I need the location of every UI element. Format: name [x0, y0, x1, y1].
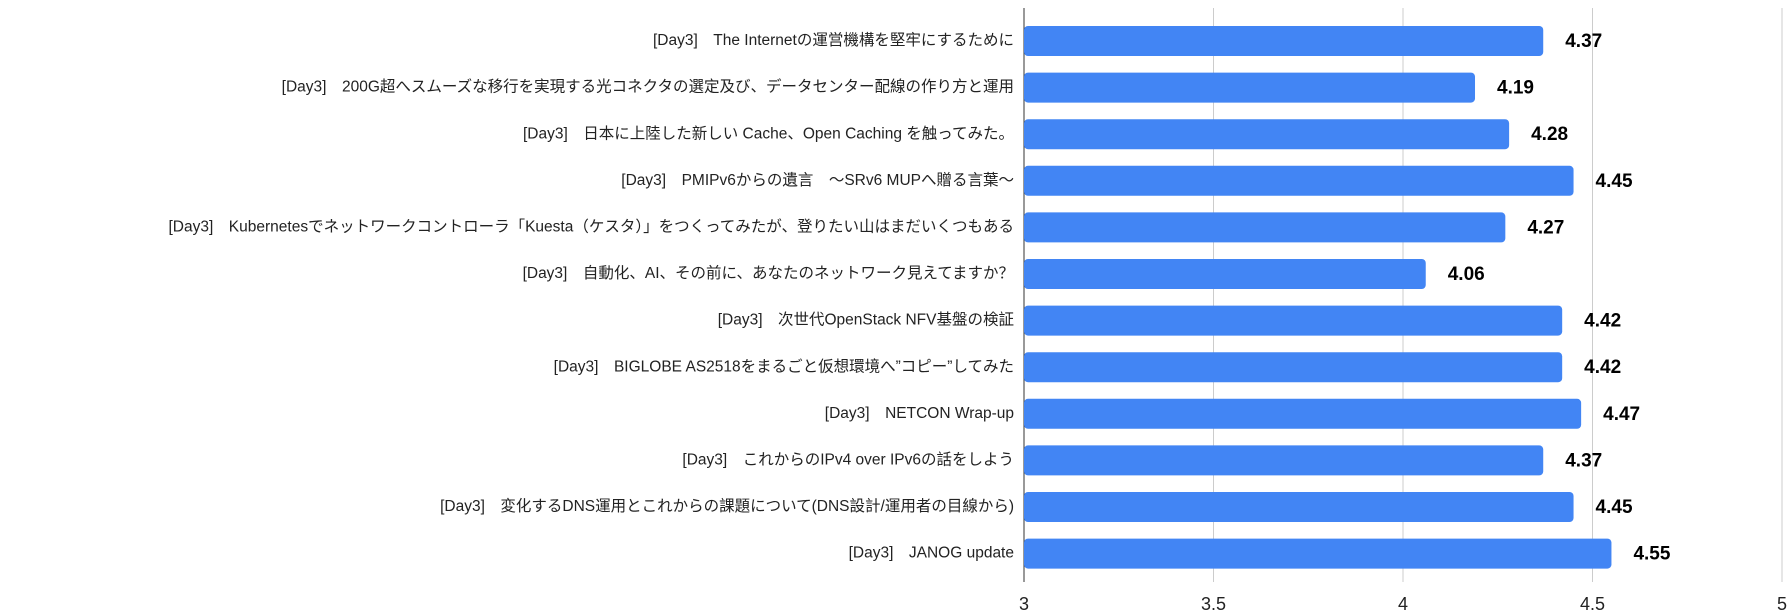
value-label: 4.42	[1584, 311, 1621, 332]
x-tick-label: 3	[1019, 594, 1029, 614]
value-label: 4.28	[1531, 124, 1568, 145]
value-label: 4.45	[1596, 171, 1633, 192]
category-label: [Day3] 日本に上陸した新しい Cache、Open Caching を触っ…	[523, 124, 1014, 142]
bar	[1024, 492, 1574, 522]
bar	[1024, 305, 1563, 336]
value-label: 4.47	[1603, 404, 1640, 425]
bar	[1024, 352, 1563, 383]
value-label: 4.55	[1633, 544, 1670, 565]
bar	[1024, 212, 1506, 243]
bar	[1024, 72, 1476, 103]
x-tick-label: 3.5	[1201, 594, 1226, 614]
bar	[1024, 445, 1544, 476]
value-label: 4.37	[1565, 450, 1602, 471]
bar	[1024, 26, 1544, 56]
value-label: 4.19	[1497, 78, 1534, 99]
value-label: 4.27	[1527, 217, 1564, 238]
category-label: [Day3] NETCON Wrap-up	[825, 405, 1014, 422]
category-label: [Day3] 変化するDNS運用とこれからの課題について(DNS設計/運用者の目…	[440, 497, 1014, 515]
category-label: [Day3] BIGLOBE AS2518をまるごと仮想環境へ”コピー”してみた	[554, 356, 1014, 375]
category-label: [Day3] これからのIPv4 over IPv6の話をしよう	[682, 450, 1014, 468]
bar	[1024, 165, 1574, 196]
bar	[1024, 259, 1426, 289]
x-tick-label: 4	[1398, 594, 1408, 614]
category-label: [Day3] Kubernetesでネットワークコントローラ「Kuesta（ケス…	[169, 217, 1015, 235]
bar	[1024, 538, 1612, 569]
bar	[1024, 398, 1582, 429]
value-label: 4.45	[1596, 497, 1633, 518]
category-label: [Day3] 次世代OpenStack NFV基盤の検証	[718, 311, 1014, 329]
x-tick-label: 4.5	[1580, 594, 1605, 614]
category-label: [Day3] PMIPv6からの遺言 ～SRv6 MUPへ贈る言葉～	[621, 171, 1014, 189]
value-label: 4.06	[1448, 264, 1485, 285]
category-label: [Day3] 200G超へスムーズな移行を実現する光コネクタの選定及び、データセ…	[282, 77, 1014, 96]
value-label: 4.42	[1584, 357, 1621, 378]
category-label: [Day3] 自動化、AI、その前に、あなたのネットワーク見えてますか？	[523, 264, 1014, 282]
x-tick-label: 5	[1777, 594, 1787, 614]
bar	[1024, 119, 1510, 150]
value-label: 4.37	[1565, 31, 1602, 52]
category-label: [Day3] The Internetの運営機構を堅牢にするために	[653, 31, 1014, 49]
category-label: [Day3] JANOG update	[849, 545, 1014, 562]
